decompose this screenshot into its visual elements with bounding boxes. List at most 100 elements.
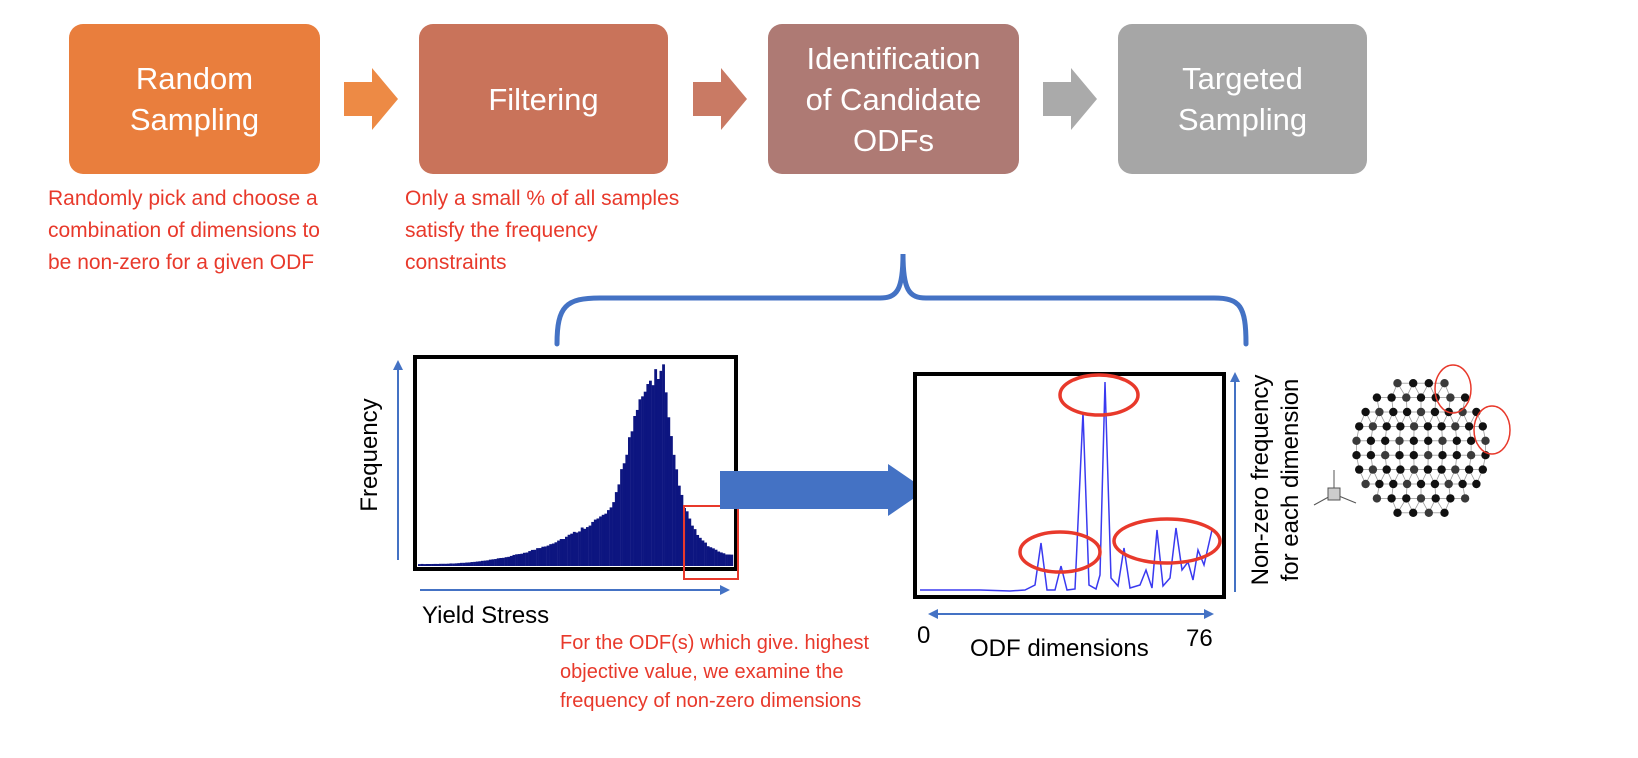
histogram-bar [520, 553, 524, 566]
mesh-node [1458, 407, 1467, 417]
histogram-bar [449, 563, 453, 566]
histogram-bar [607, 510, 610, 566]
histogram-bar [612, 502, 616, 566]
mesh-node [1402, 407, 1412, 417]
mesh-node [1389, 407, 1398, 417]
histogram-bar [696, 534, 700, 566]
histogram-bar [478, 561, 482, 566]
histogram-bar [549, 544, 553, 566]
histogram-bar [722, 553, 726, 566]
histogram-bar [562, 539, 566, 566]
histogram-bar [512, 554, 516, 566]
histogram-bar [625, 454, 629, 566]
mesh-node [1452, 451, 1462, 460]
histogram-bar [425, 563, 429, 566]
mesh-node [1424, 508, 1434, 517]
histogram-bar [460, 562, 463, 566]
mesh-node [1446, 494, 1455, 503]
mesh-node [1381, 451, 1390, 460]
mesh-node [1424, 436, 1433, 445]
histogram-bar [544, 546, 547, 566]
mesh-node [1395, 436, 1404, 445]
mesh-node [1451, 422, 1460, 431]
mesh-node [1444, 479, 1453, 489]
histogram-bar [523, 552, 526, 566]
histogram-bar [725, 554, 728, 566]
histogram-bar [546, 545, 550, 566]
histogram-bar [677, 485, 681, 566]
mesh-node [1402, 494, 1411, 503]
frequency-y-axis-title: Non-zero frequency for each dimension [1247, 374, 1304, 586]
mesh-node [1416, 479, 1426, 489]
mesh-node [1355, 465, 1364, 474]
mesh-node [1366, 436, 1376, 445]
histogram-bar [457, 563, 461, 566]
histogram-bar [604, 513, 608, 566]
mesh-node [1402, 479, 1412, 489]
mesh-node [1382, 422, 1391, 431]
histogram-bar [654, 369, 658, 566]
histogram-bar [620, 469, 623, 566]
histogram-bar [554, 542, 558, 566]
note-random-sampling: Randomly pick and choose a combination o… [48, 187, 320, 274]
histogram-bar [593, 519, 597, 566]
mesh-node [1478, 465, 1488, 474]
mesh-node [1396, 422, 1405, 431]
histogram-bar [541, 546, 545, 566]
histogram-bar [630, 431, 634, 566]
mesh-node [1375, 407, 1384, 417]
mesh-node [1423, 422, 1433, 431]
tail-highlight-box [683, 505, 739, 580]
histogram-bar [670, 436, 673, 566]
histogram-bar [583, 528, 587, 566]
histogram-bar [494, 559, 497, 566]
histogram-bar [525, 552, 529, 566]
histogram-bar [659, 370, 663, 566]
histogram-bar [704, 542, 707, 566]
mesh-node [1438, 436, 1447, 445]
mesh-node [1464, 465, 1474, 474]
histogram-bar [617, 484, 621, 566]
mesh-node [1352, 451, 1361, 460]
histogram-bar [446, 563, 450, 566]
mesh-node [1464, 422, 1474, 431]
histogram-bar [580, 527, 584, 566]
histogram-bar [685, 511, 689, 566]
histogram-bar [641, 396, 644, 566]
right-arrow-icon [344, 68, 398, 130]
mesh-node [1446, 393, 1455, 402]
mesh-node [1437, 465, 1446, 474]
mesh-node [1424, 379, 1434, 388]
mesh-node [1366, 451, 1376, 460]
histogram-bar [588, 525, 592, 566]
histogram-bar [717, 551, 721, 566]
mesh-node [1372, 393, 1382, 402]
histogram-bar [491, 559, 495, 566]
histogram-bar [672, 454, 676, 566]
sphere-mesh-icon [1352, 379, 1490, 517]
step-identification-candidate-odfs: Identification of Candidate ODFs [768, 24, 1019, 174]
mesh-node [1387, 393, 1396, 402]
histogram-bar [643, 391, 647, 566]
mesh-node [1460, 393, 1470, 402]
right-arrow-icon [1043, 68, 1097, 130]
histogram-bar [609, 507, 613, 566]
histogram-bar [475, 561, 479, 566]
mesh-node [1396, 465, 1405, 474]
mesh-node [1437, 422, 1446, 431]
histogram-bar [635, 409, 639, 566]
mesh-node [1368, 422, 1378, 431]
frequency-x-max-label: 76 [1186, 625, 1213, 652]
axis-triad-icon [1313, 470, 1357, 506]
mesh-node [1440, 379, 1449, 388]
histogram-bar [423, 564, 427, 566]
histogram-bar [712, 548, 715, 566]
histogram-bar [622, 463, 626, 566]
histogram-bar [441, 563, 445, 566]
histogram-bar [499, 558, 503, 566]
histogram-bar [675, 469, 679, 566]
mesh-node [1402, 393, 1411, 402]
mesh-node [1409, 436, 1419, 445]
right-arrow-icon [693, 68, 747, 130]
histogram-bar [515, 554, 518, 566]
